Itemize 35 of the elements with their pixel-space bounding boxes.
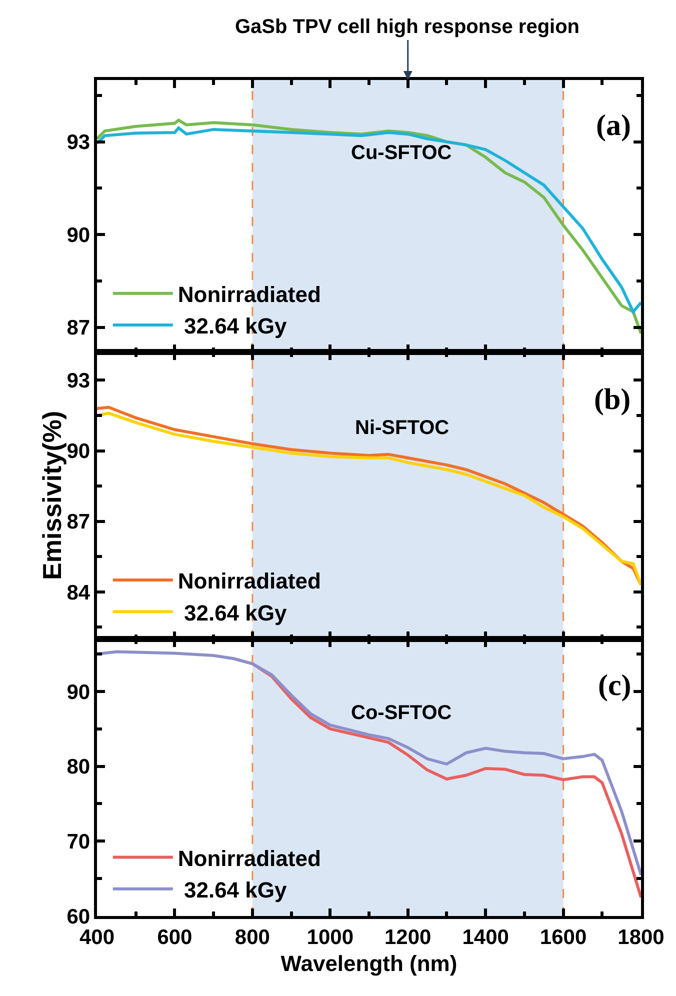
legend-label: Nonirradiated bbox=[178, 846, 321, 871]
annotation: Cu-SFTOC bbox=[351, 142, 452, 164]
y-tick-label: 90 bbox=[66, 440, 90, 464]
x-tick-label: 1800 bbox=[618, 926, 664, 949]
y-tick-label: 93 bbox=[66, 370, 90, 393]
y-tick-label: 70 bbox=[66, 830, 90, 854]
x-tick-label: 800 bbox=[234, 926, 270, 949]
y-axis-title: Emissivity(%) bbox=[36, 410, 67, 580]
x-tick-label: 400 bbox=[79, 926, 115, 949]
x-tick-label: 1600 bbox=[540, 926, 587, 949]
line-series bbox=[97, 650, 641, 876]
legend-label: 32.64 kGy bbox=[178, 314, 288, 339]
annotation: (c) bbox=[598, 669, 632, 702]
y-tick-label: 80 bbox=[66, 756, 90, 779]
legend-label: 32.64 kGy bbox=[178, 877, 288, 902]
annotation: (b) bbox=[594, 383, 631, 416]
legend-label: Nonirradiated bbox=[178, 568, 321, 594]
annotation: Co-SFTOC bbox=[351, 702, 452, 724]
x-tick-label: 1000 bbox=[306, 926, 354, 949]
y-tick-label: 87 bbox=[66, 316, 90, 340]
x-tick-label: 600 bbox=[157, 926, 192, 949]
legend-label: 32.64 kGy bbox=[178, 600, 288, 626]
x-tick-label: 1200 bbox=[384, 926, 432, 949]
y-tick-label: 90 bbox=[66, 224, 90, 247]
annotation: (a) bbox=[596, 109, 631, 142]
y-tick-label: 90 bbox=[66, 680, 90, 704]
annotation: Ni-SFTOC bbox=[355, 417, 450, 439]
y-tick-label: 60 bbox=[66, 905, 90, 928]
annotation: GaSb TPV cell high response region bbox=[235, 16, 580, 38]
x-tick-label: 1400 bbox=[462, 926, 509, 949]
y-tick-label: 84 bbox=[66, 581, 90, 604]
y-tick-label: 87 bbox=[66, 510, 90, 534]
y-tick-label: 93 bbox=[66, 131, 90, 154]
legend-label: Nonirradiated bbox=[178, 282, 321, 307]
x-axis-title: Wavelength (nm) bbox=[280, 950, 458, 976]
